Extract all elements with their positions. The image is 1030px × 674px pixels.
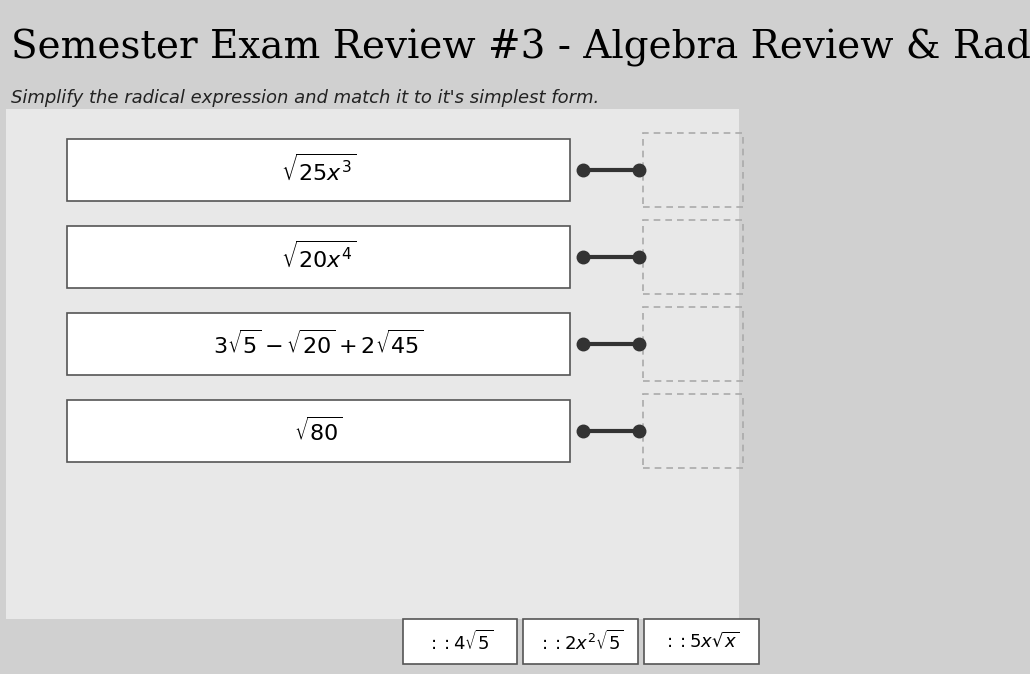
FancyBboxPatch shape [67, 400, 570, 462]
Text: $\sqrt{25x^3}$: $\sqrt{25x^3}$ [280, 154, 356, 186]
FancyBboxPatch shape [644, 619, 759, 664]
Text: $3\sqrt{5} - \sqrt{20} + 2\sqrt{45}$: $3\sqrt{5} - \sqrt{20} + 2\sqrt{45}$ [213, 330, 423, 358]
Text: $:: 4\sqrt{5}$: $:: 4\sqrt{5}$ [427, 630, 493, 654]
Text: $\sqrt{80}$: $\sqrt{80}$ [294, 417, 343, 446]
FancyBboxPatch shape [523, 619, 639, 664]
Text: $:: 2x^2\sqrt{5}$: $:: 2x^2\sqrt{5}$ [538, 630, 624, 654]
FancyBboxPatch shape [6, 109, 739, 619]
FancyBboxPatch shape [67, 139, 570, 201]
FancyBboxPatch shape [67, 313, 570, 375]
Text: Semester Exam Review #3 - Algebra Review & Radic: Semester Exam Review #3 - Algebra Review… [11, 29, 1030, 67]
Text: $\sqrt{20x^4}$: $\sqrt{20x^4}$ [280, 241, 356, 273]
Text: $:: 5x\sqrt{x}$: $:: 5x\sqrt{x}$ [663, 632, 740, 651]
FancyBboxPatch shape [67, 226, 570, 288]
FancyBboxPatch shape [403, 619, 517, 664]
Text: Simplify the radical expression and match it to it's simplest form.: Simplify the radical expression and matc… [11, 89, 599, 107]
